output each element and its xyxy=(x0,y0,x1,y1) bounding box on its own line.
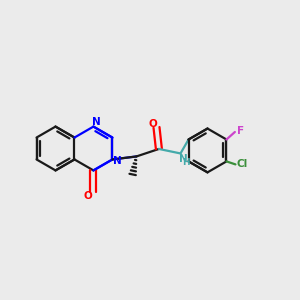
Text: Cl: Cl xyxy=(236,159,248,170)
Text: N: N xyxy=(92,117,101,127)
Text: F: F xyxy=(237,125,244,136)
Text: N: N xyxy=(178,154,187,164)
Text: N: N xyxy=(112,156,121,166)
Text: O: O xyxy=(83,190,92,201)
Text: O: O xyxy=(148,119,157,129)
Text: H: H xyxy=(182,158,190,167)
